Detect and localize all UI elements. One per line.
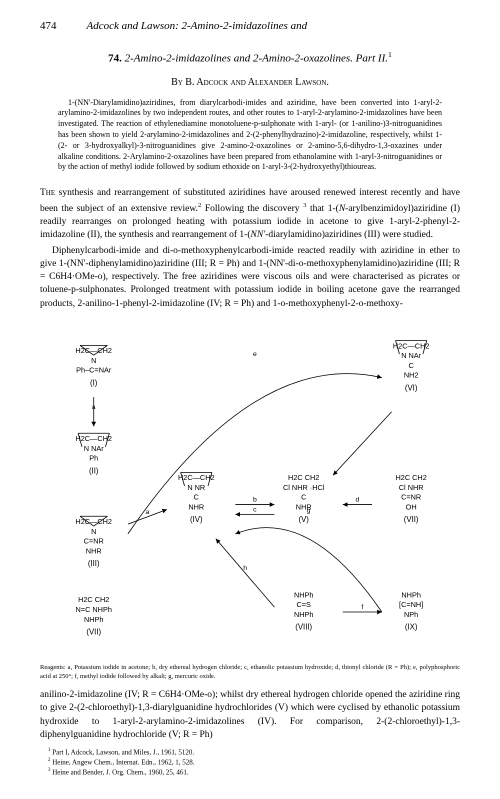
ref-2-num: 2 <box>48 758 50 763</box>
svg-text:H2C CH2: H2C CH2 <box>396 473 427 482</box>
svg-text:C=NR: C=NR <box>84 537 104 546</box>
references: 1 Part I, Adcock, Lawson, and Miles, J.,… <box>40 748 460 778</box>
title-footnote-ref: 1 <box>388 50 392 59</box>
svg-text:g: g <box>307 507 311 514</box>
svg-text:NHR: NHR <box>188 503 204 512</box>
svg-text:(VIII): (VIII) <box>295 623 312 632</box>
svg-text:NHPh: NHPh <box>294 590 314 599</box>
title-number: 74. <box>108 53 122 65</box>
svg-text:(I): (I) <box>90 378 98 387</box>
article-title: 74. 2-Amino-2-imidazolines and 2-Amino-2… <box>40 50 460 65</box>
abstract: 1-(NN'-Diarylamidino)aziridines, from di… <box>58 98 442 174</box>
byline-joiner: and <box>228 77 248 88</box>
svg-text:C=S: C=S <box>296 600 311 609</box>
byline-prefix: By <box>171 77 185 88</box>
svg-text:NH2: NH2 <box>404 371 419 380</box>
ref-2: 2 Heine, Angew Chem., Internat. Edn., 19… <box>40 758 460 768</box>
paragraph-3: anilino-2-imidazoline (IV; R = C6H4·OMe-… <box>40 689 460 742</box>
paragraph-2: Diphenylcarbodi-imide and di-o-methoxyph… <box>40 245 460 311</box>
ref-2-text: Heine, Angew Chem., Internat. Edn., 1962… <box>52 759 194 767</box>
svg-text:NHPh: NHPh <box>294 610 314 619</box>
svg-text:N NAr: N NAr <box>401 351 421 360</box>
reagents-text: a, Potassium iodide in acetone; b, dry e… <box>40 664 460 679</box>
svg-text:OH: OH <box>406 503 417 512</box>
svg-text:(VI): (VI) <box>405 383 418 392</box>
svg-text:C: C <box>301 493 306 502</box>
svg-text:H2C CH2: H2C CH2 <box>78 595 109 604</box>
svg-text:e: e <box>253 351 257 358</box>
ref-1-text: Part I, Adcock, Lawson, and Miles, J., 1… <box>52 749 194 757</box>
svg-text:H2C—CH2: H2C—CH2 <box>178 473 215 482</box>
svg-text:a: a <box>92 404 96 411</box>
svg-text:H2C—CH2: H2C—CH2 <box>393 341 430 350</box>
svg-text:(III): (III) <box>88 559 100 568</box>
byline: By B. Adcock and Alexander Lawson. <box>40 77 460 88</box>
svg-text:C: C <box>409 361 414 370</box>
svg-text:(V): (V) <box>299 515 310 524</box>
paragraph-1: The synthesis and rearrangement of subst… <box>40 187 460 242</box>
svg-text:(IV): (IV) <box>190 515 203 524</box>
page-number: 474 <box>40 20 57 32</box>
svg-text:[C=NH]: [C=NH] <box>399 600 423 609</box>
svg-text:N NR: N NR <box>187 483 205 492</box>
svg-text:Ph: Ph <box>89 454 98 463</box>
svg-text:Ph–C=NAr: Ph–C=NAr <box>76 366 112 375</box>
reagents: Reagents: a, Potassium iodide in acetone… <box>40 664 460 681</box>
svg-text:NHPh: NHPh <box>401 590 421 599</box>
svg-text:N=C NHPh: N=C NHPh <box>76 605 112 614</box>
title-main: 2-Amino-2-imidazolines and 2-Amino-2-oxa… <box>125 53 388 65</box>
svg-text:N: N <box>91 527 96 536</box>
svg-text:b: b <box>253 497 257 504</box>
author-2: Alexander Lawson. <box>248 77 329 88</box>
svg-text:a: a <box>146 509 150 516</box>
svg-text:NPh: NPh <box>404 610 418 619</box>
svg-text:c: c <box>253 506 257 513</box>
svg-text:H2C—CH2: H2C—CH2 <box>75 517 112 526</box>
svg-text:H2C—CH2: H2C—CH2 <box>75 346 112 355</box>
svg-text:NHPh: NHPh <box>84 615 104 624</box>
svg-text:NHR: NHR <box>86 546 102 555</box>
author-1: B. Adcock <box>185 77 228 88</box>
svg-text:(IX): (IX) <box>405 623 418 632</box>
svg-text:h: h <box>243 565 247 572</box>
svg-text:f: f <box>361 604 363 611</box>
svg-text:d: d <box>356 497 360 504</box>
svg-text:Cl NHR: Cl NHR <box>399 483 424 492</box>
svg-text:N: N <box>91 356 96 365</box>
svg-text:N NAr: N NAr <box>84 444 104 453</box>
ref-3: 3 Heine and Bender, J. Org. Chem., 1960,… <box>40 768 460 778</box>
running-head: Adcock and Lawson: 2-Amino-2-imidazoline… <box>87 20 308 32</box>
svg-text:C=NR: C=NR <box>401 493 421 502</box>
svg-text:(II): (II) <box>89 466 99 475</box>
reaction-scheme: H2C—CH2NPh–C=NAr(I)H2C—CH2N NArPh(II)H2C… <box>40 319 460 656</box>
para1-rest: synthesis and rearrangement of substitut… <box>40 188 460 240</box>
svg-text:H2C—CH2: H2C—CH2 <box>75 434 112 443</box>
ref-1: 1 Part I, Adcock, Lawson, and Miles, J.,… <box>40 748 460 758</box>
svg-text:H2C CH2: H2C CH2 <box>288 473 319 482</box>
svg-text:(VII): (VII) <box>86 628 101 637</box>
ref-3-text: Heine and Bender, J. Org. Chem., 1960, 2… <box>52 769 188 777</box>
svg-text:Cl NHR ·HCl: Cl NHR ·HCl <box>283 483 325 492</box>
svg-text:(VII): (VII) <box>404 515 419 524</box>
ref-3-num: 3 <box>48 768 50 773</box>
svg-text:C: C <box>194 493 199 502</box>
ref-1-num: 1 <box>48 748 50 753</box>
reagents-label: Reagents: <box>40 664 66 671</box>
para1-lead: The <box>40 188 55 198</box>
